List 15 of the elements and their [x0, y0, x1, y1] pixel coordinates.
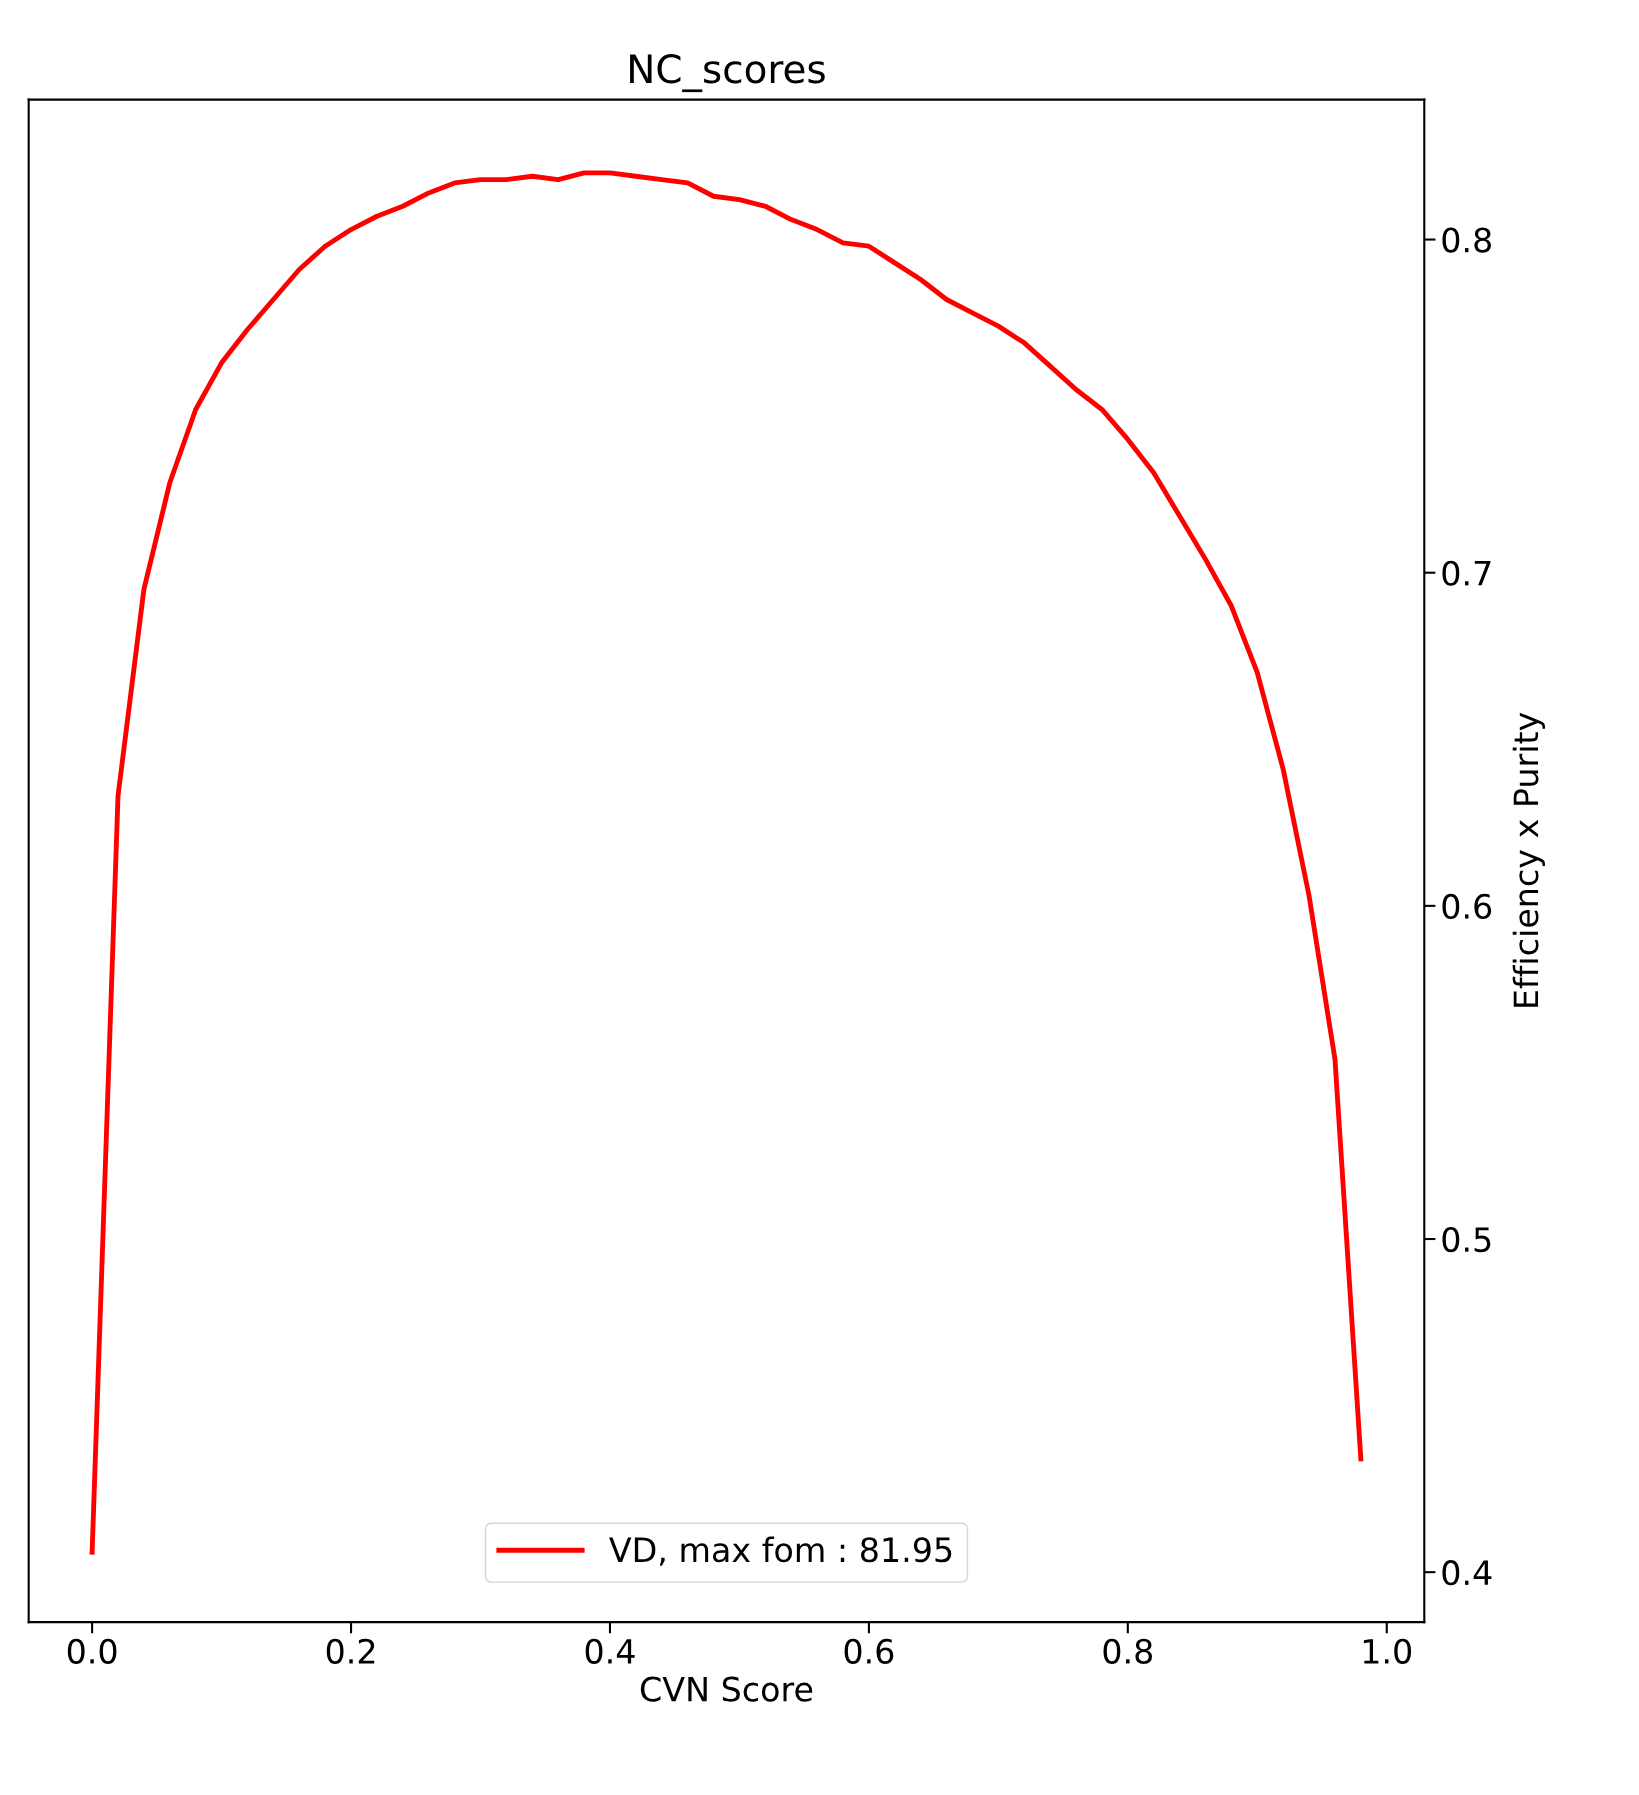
y-axis-title: Efficiency x Purity	[1512, 712, 1545, 1007]
x-tick-label: 0.0	[67, 1638, 117, 1664]
x-tick-label: 0.6	[844, 1638, 894, 1664]
legend-label: VD, max fom : 81.95	[609, 1536, 952, 1566]
y-tick-label: 0.5	[1442, 1226, 1491, 1253]
y-tick-label: 0.8	[1442, 227, 1491, 253]
x-axis-title: CVN Score	[640, 1676, 813, 1702]
x-tick-label: 0.4	[585, 1638, 635, 1664]
y-tick-label: 0.4	[1442, 1560, 1492, 1586]
x-tick-label: 0.2	[326, 1638, 375, 1664]
x-tick-label: 1.0	[1363, 1638, 1412, 1664]
chart-title: NC_scores	[630, 54, 825, 93]
y-tick-label: 0.7	[1442, 560, 1491, 586]
y-tick-label: 0.6	[1442, 893, 1492, 919]
x-tick-label: 0.8	[1103, 1638, 1153, 1664]
